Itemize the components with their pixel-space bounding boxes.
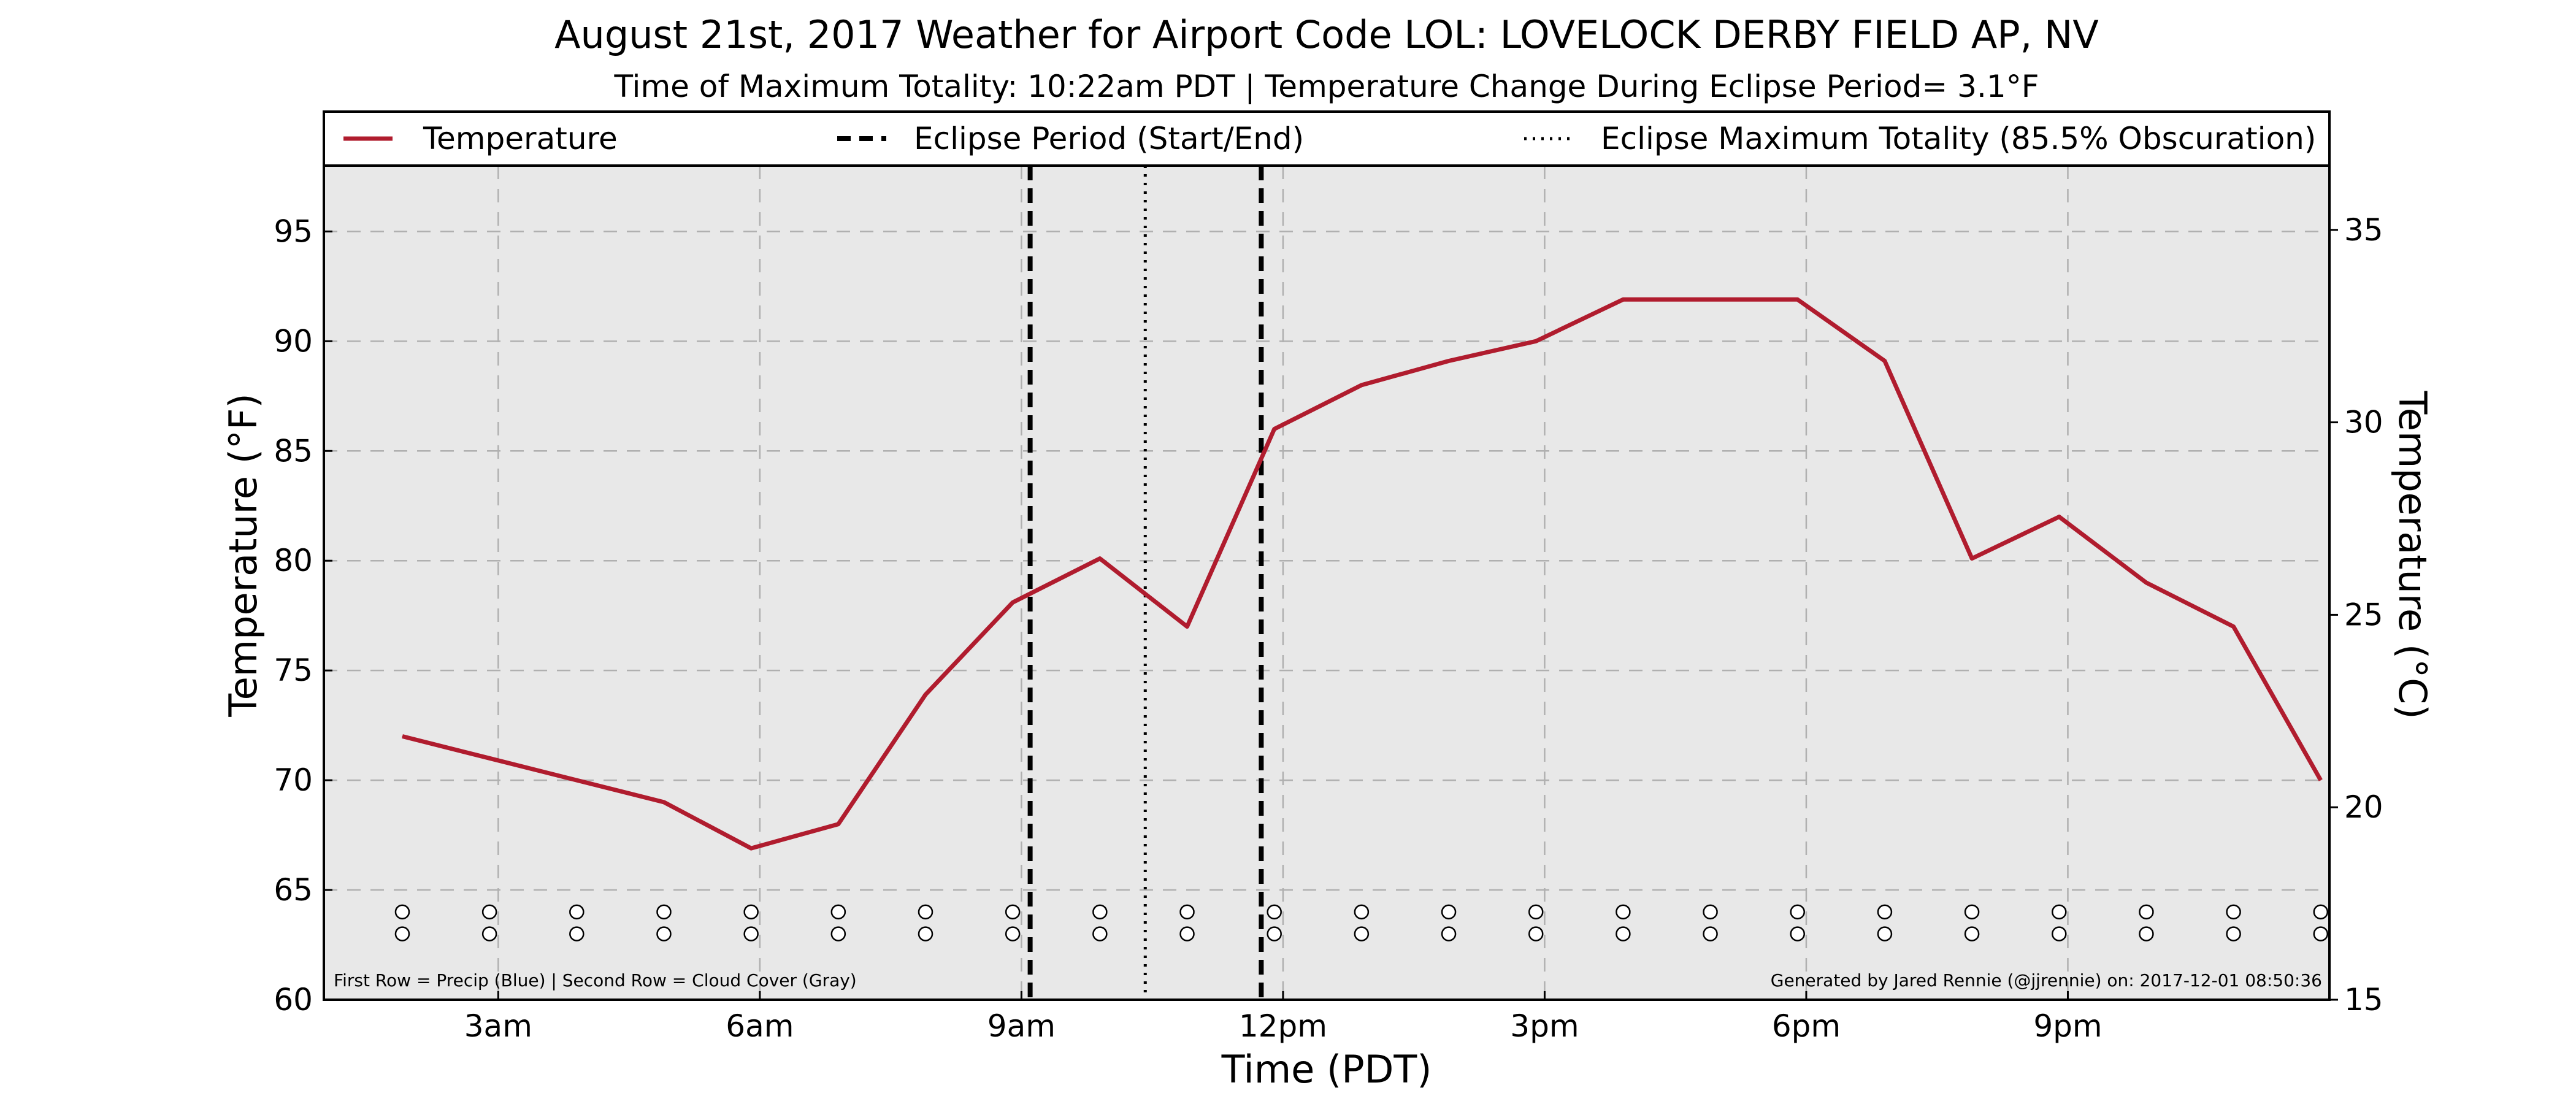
precip-marker-7 [1005, 904, 1021, 920]
cloud-cover-marker-15 [1703, 926, 1718, 941]
y-axis-ticks: 60 65 70 75 80 85 90 95 [274, 213, 332, 1018]
precip-marker-13 [1528, 904, 1544, 920]
precip-marker-2 [569, 904, 585, 920]
cloud-cover-marker-20 [2139, 926, 2154, 941]
x-tick-label-3am: 3am [464, 1008, 532, 1044]
precip-marker-14 [1616, 904, 1631, 920]
cloud-cover-marker-17 [1877, 926, 1893, 941]
precip-marker-3 [656, 904, 672, 920]
cloud-cover-marker-4 [743, 926, 759, 941]
precip-marker-11 [1354, 904, 1370, 920]
cloud-cover-marker-22 [2313, 926, 2329, 941]
y-axis-label: Temperature (°F) [221, 393, 266, 717]
legend-box [323, 110, 2331, 167]
y-tick-label-90: 90 [274, 323, 313, 359]
y-tick-label-60: 60 [274, 982, 313, 1018]
precip-marker-16 [1790, 904, 1805, 920]
x-tick-label-9am: 9am [987, 1008, 1056, 1044]
cloud-cover-marker-3 [656, 926, 672, 941]
temperature-point-21 [2233, 626, 2234, 627]
legend-label-2: Eclipse Maximum Totality (85.5% Obscurat… [1601, 121, 2316, 156]
cloud-cover-marker-2 [569, 926, 585, 941]
chart-subtitle: Time of Maximum Totality: 10:22am PDT | … [614, 69, 2039, 104]
precip-marker-10 [1267, 904, 1282, 920]
y-axis-right-ticks: 15 20 25 30 35 [2329, 212, 2383, 1018]
grid-lines [324, 166, 2329, 1000]
cloud-cover-marker-5 [830, 926, 846, 941]
precip-marker-0 [394, 904, 410, 920]
precip-marker-6 [918, 904, 933, 920]
cloud-cover-marker-7 [1005, 926, 1021, 941]
y-tick-label-65: 65 [274, 872, 313, 908]
temperature-point-19 [2058, 516, 2060, 518]
y-right-tick-label-20: 20 [2344, 789, 2383, 825]
plot-area [324, 166, 2329, 1000]
temperature-point-1 [489, 757, 490, 759]
precip-marker-19 [2052, 904, 2067, 920]
temperature-point-15 [1710, 299, 1711, 300]
legend-label-1: Eclipse Period (Start/End) [914, 121, 1304, 156]
series-layer [402, 297, 2323, 851]
cloud-cover-marker-14 [1616, 926, 1631, 941]
precip-marker-21 [2226, 904, 2241, 920]
legend-label-0: Temperature [423, 121, 618, 156]
temperature-point-16 [1797, 299, 1798, 300]
chart-title: August 21st, 2017 Weather for Airport Co… [554, 12, 2099, 57]
weather-marker-rows [394, 904, 2329, 941]
y-right-tick-label-35: 35 [2344, 212, 2383, 248]
precip-marker-4 [743, 904, 759, 920]
cloud-cover-marker-18 [1964, 926, 1980, 941]
y-right-tick-label-15: 15 [2344, 982, 2383, 1018]
precip-marker-9 [1179, 904, 1195, 920]
x-axis-ticks: 3am 6am 9am 12pm 3pm 6pm 9pm [464, 991, 2103, 1044]
cloud-cover-marker-16 [1790, 926, 1805, 941]
temperature-point-22 [2320, 780, 2321, 781]
eclipse-markers [1027, 166, 1264, 1000]
precip-marker-17 [1877, 904, 1893, 920]
x-tick-label-9pm: 9pm [2033, 1008, 2102, 1044]
y-tick-label-80: 80 [274, 543, 313, 578]
cloud-cover-marker-21 [2226, 926, 2241, 941]
cloud-cover-marker-10 [1267, 926, 1282, 941]
cloud-cover-marker-1 [481, 926, 497, 941]
y-right-tick-label-30: 30 [2344, 405, 2383, 440]
legend: Temperature Eclipse Period (Start/End) Ecl… [343, 121, 2316, 156]
y-tick-label-95: 95 [274, 213, 313, 249]
x-tick-label-6pm: 6pm [1772, 1008, 1841, 1044]
cloud-cover-marker-9 [1179, 926, 1195, 941]
precip-marker-22 [2313, 904, 2329, 920]
y-axis-right-label: Temperature (°C) [2390, 390, 2435, 719]
cloud-cover-marker-8 [1092, 926, 1108, 941]
marker-legend-note: First Row = Precip (Blue) | Second Row =… [334, 970, 857, 991]
y-tick-label-75: 75 [274, 653, 313, 688]
precip-marker-12 [1441, 904, 1457, 920]
x-tick-label-6am: 6am [726, 1008, 794, 1044]
precip-marker-8 [1092, 904, 1108, 920]
precip-marker-15 [1703, 904, 1718, 920]
cloud-cover-marker-13 [1528, 926, 1544, 941]
cloud-cover-marker-11 [1354, 926, 1370, 941]
generated-by-note: Generated by Jared Rennie (@jjrennie) on… [1771, 970, 2322, 991]
precip-marker-5 [830, 904, 846, 920]
x-tick-label-3pm: 3pm [1510, 1008, 1579, 1044]
precip-marker-20 [2139, 904, 2154, 920]
cloud-cover-marker-0 [394, 926, 410, 941]
precip-marker-1 [481, 904, 497, 920]
x-tick-label-12pm: 12pm [1239, 1008, 1327, 1044]
cloud-cover-marker-19 [2052, 926, 2067, 941]
y-tick-label-70: 70 [274, 762, 313, 798]
precip-marker-18 [1964, 904, 1980, 920]
x-axis-label: Time (PDT) [1221, 1047, 1432, 1092]
y-right-tick-label-25: 25 [2344, 597, 2383, 632]
y-tick-label-85: 85 [274, 433, 313, 469]
cloud-cover-marker-12 [1441, 926, 1457, 941]
cloud-cover-marker-6 [918, 926, 933, 941]
